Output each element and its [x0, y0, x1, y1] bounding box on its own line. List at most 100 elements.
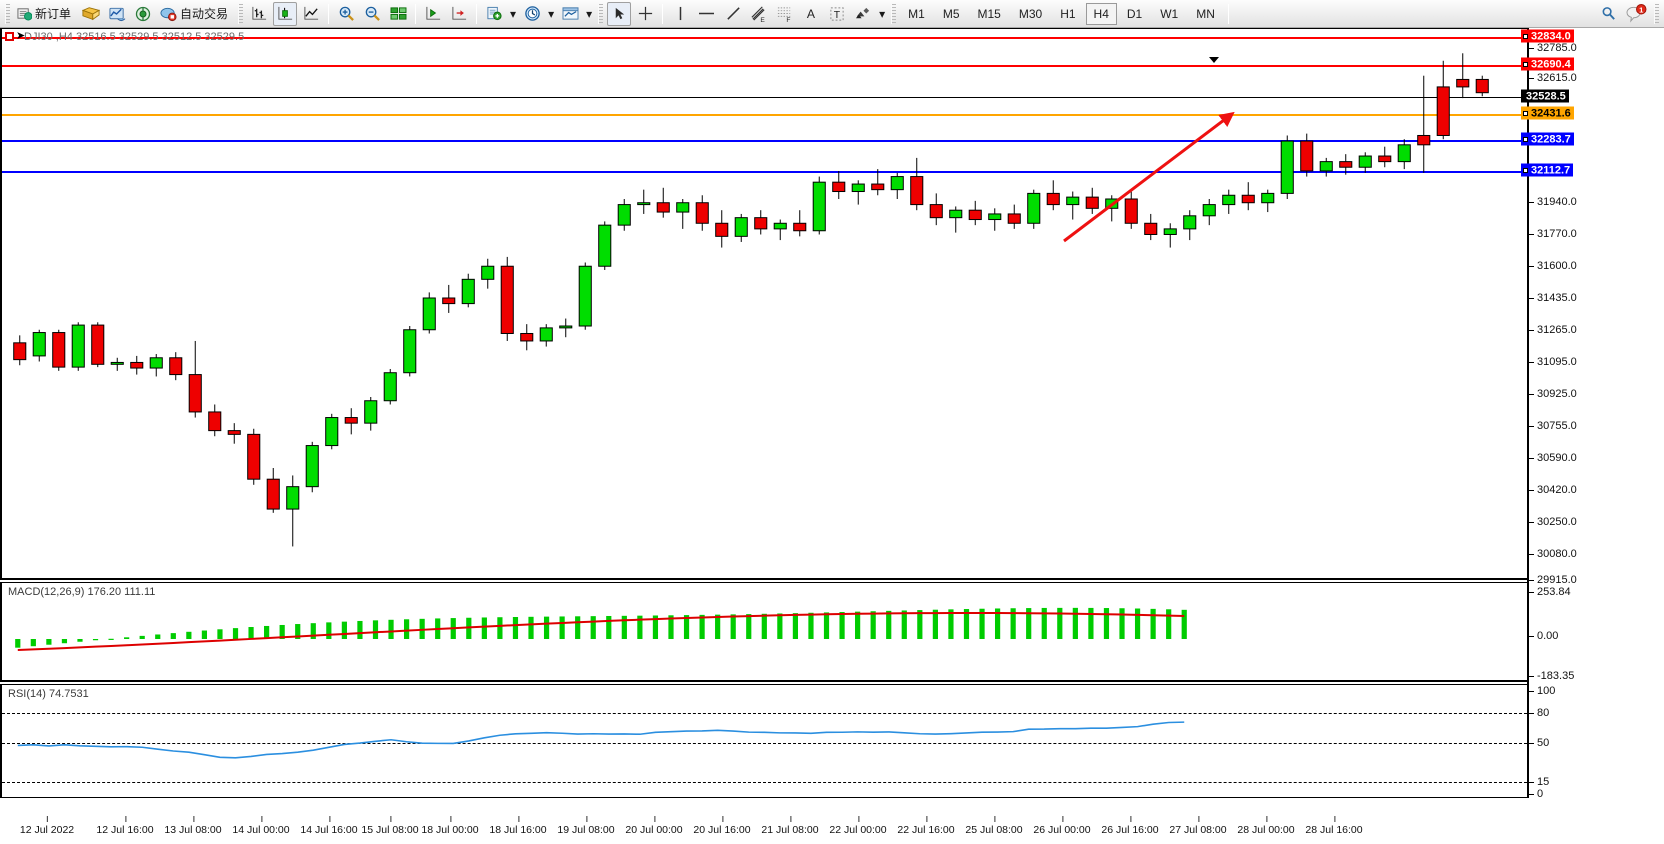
- navigator-icon: [135, 6, 151, 21]
- bar-chart-icon: [251, 6, 266, 20]
- auto-trading-button[interactable]: 自动交易: [157, 2, 234, 26]
- templates-button[interactable]: [558, 2, 582, 26]
- rsi-tick: 0: [1529, 788, 1543, 800]
- text-button[interactable]: A: [799, 2, 823, 26]
- chart-anchor-handle[interactable]: [5, 32, 14, 41]
- tile-windows-icon: [390, 7, 406, 20]
- level-handle[interactable]: [1523, 110, 1528, 116]
- horizontal-line-button[interactable]: [694, 2, 719, 26]
- notification-button[interactable]: 1: [1623, 2, 1650, 26]
- level-line-32431[interactable]: [2, 114, 1529, 116]
- level-line-32112[interactable]: [2, 171, 1529, 173]
- timeframe-w1[interactable]: W1: [1160, 6, 1179, 21]
- toolbar-grip[interactable]: [5, 3, 10, 24]
- market-watch-icon: [108, 7, 125, 21]
- shapes-button[interactable]: [851, 2, 875, 26]
- level-handle[interactable]: [1523, 33, 1528, 39]
- level-line-32834[interactable]: [2, 37, 1529, 39]
- timeframe-m15[interactable]: M15: [977, 6, 1001, 21]
- timeframe-m1[interactable]: M1: [908, 6, 925, 21]
- indicators-button[interactable]: [482, 2, 506, 26]
- level-line-32528[interactable]: [2, 97, 1529, 98]
- period-dropdown-arrow[interactable]: ▾: [548, 6, 555, 21]
- line-chart-icon: [303, 6, 318, 20]
- horizontal-line-icon: [699, 12, 715, 15]
- text-label-button[interactable]: T: [825, 2, 849, 26]
- new-order-button[interactable]: 新订单: [14, 2, 77, 26]
- time-label: 14 Jul 00:00: [232, 816, 290, 836]
- toolbar-grip-3[interactable]: [598, 3, 604, 24]
- timeframe-h4[interactable]: H4: [1085, 2, 1117, 25]
- tile-windows-button[interactable]: [386, 2, 410, 26]
- timeframe-d1[interactable]: D1: [1126, 6, 1143, 21]
- folder-button[interactable]: [79, 2, 103, 26]
- crosshair-button[interactable]: [633, 2, 657, 26]
- timeframe-m30[interactable]: M30: [1018, 6, 1043, 21]
- period-icon: [524, 6, 540, 21]
- time-label: 27 Jul 08:00: [1169, 816, 1227, 836]
- trendline-button[interactable]: [721, 2, 745, 26]
- svg-text:T: T: [834, 10, 841, 21]
- navigator-button[interactable]: [131, 2, 155, 26]
- level-handle[interactable]: [1523, 167, 1528, 173]
- level-handle[interactable]: [1523, 136, 1528, 142]
- rsi-label: RSI(14) 74.7531: [8, 688, 89, 700]
- level-tag-current-price[interactable]: 32528.5: [1521, 89, 1569, 103]
- fibonacci-button[interactable]: F: [773, 2, 797, 26]
- toolbar-grip-4[interactable]: [891, 3, 897, 24]
- trend-arrow-annotation[interactable]: [2, 29, 1529, 581]
- level-line-32283[interactable]: [2, 140, 1529, 142]
- text-label-icon: T: [830, 6, 844, 21]
- vertical-line-button[interactable]: [668, 2, 692, 26]
- chart-area[interactable]: ➤ DJI30 ,H4 32516.5 32529.5 32512.5 3252…: [0, 28, 1664, 844]
- level-handle[interactable]: [1523, 61, 1528, 67]
- toolbar-grip-2[interactable]: [238, 3, 244, 24]
- templates-icon: [562, 7, 579, 20]
- bar-chart-button[interactable]: [247, 2, 271, 26]
- candlestick-chart-button[interactable]: [273, 1, 298, 26]
- level-tag-support-1[interactable]: 32283.7: [1521, 132, 1574, 146]
- search-button[interactable]: [1597, 2, 1621, 26]
- price-scale[interactable]: 32834.0 32690.4 32528.5 32431.6 32283.7 …: [1521, 28, 1664, 800]
- shapes-icon: [856, 7, 870, 18]
- level-tag-resistance-1[interactable]: 32834.0: [1521, 29, 1574, 43]
- timeframe-m5[interactable]: M5: [942, 6, 960, 21]
- zoom-in-icon: [339, 6, 354, 21]
- zoom-out-button[interactable]: [360, 2, 384, 26]
- time-label: 20 Jul 00:00: [625, 816, 683, 836]
- rsi-series: [17, 721, 1185, 759]
- price-pane[interactable]: ➤ DJI30 ,H4 32516.5 32529.5 32512.5 3252…: [0, 28, 1529, 581]
- equidistant-channel-button[interactable]: E: [747, 2, 771, 26]
- scroll-start-button[interactable]: [421, 2, 445, 26]
- rsi-pane[interactable]: RSI(14) 74.7531: [0, 684, 1527, 798]
- time-label: 15 Jul 08:00: [361, 816, 419, 836]
- toolbar-separator-1: [328, 3, 330, 24]
- svg-text:F: F: [787, 17, 791, 23]
- timeframe-mn[interactable]: MN: [1196, 6, 1215, 21]
- scroll-end-button[interactable]: [447, 2, 471, 26]
- period-button[interactable]: [520, 2, 544, 26]
- cursor-button[interactable]: [607, 1, 632, 26]
- level-tag-resistance-2[interactable]: 32690.4: [1521, 57, 1574, 71]
- market-watch-button[interactable]: [105, 2, 129, 26]
- time-label: 12 Jul 16:00: [96, 816, 154, 836]
- templates-dropdown-arrow[interactable]: ▾: [586, 6, 593, 21]
- macd-tick: 0.00: [1529, 630, 1558, 642]
- toolbar-separator-2: [415, 3, 417, 24]
- timeframe-h1[interactable]: H1: [1060, 6, 1076, 21]
- level-tag-support-2[interactable]: 32112.7: [1521, 163, 1574, 177]
- scroll-start-icon: [425, 6, 440, 20]
- zoom-in-button[interactable]: [334, 2, 358, 26]
- line-chart-button[interactable]: [299, 2, 323, 26]
- chart-collapse-marker[interactable]: [1209, 57, 1219, 63]
- level-tag-pivot[interactable]: 32431.6: [1521, 106, 1574, 120]
- macd-pane[interactable]: MACD(12,26,9) 176.20 111.11: [0, 582, 1527, 682]
- shapes-dropdown-arrow[interactable]: ▾: [879, 6, 886, 21]
- level-line-32690[interactable]: [2, 65, 1529, 67]
- indicators-dropdown-arrow[interactable]: ▾: [510, 6, 517, 21]
- toolbar-separator-5: [1227, 3, 1229, 24]
- trendline-icon: [726, 7, 740, 20]
- cursor-icon: [615, 7, 624, 20]
- candlestick-chart-icon: [277, 6, 292, 20]
- time-label: 28 Jul 00:00: [1237, 816, 1295, 836]
